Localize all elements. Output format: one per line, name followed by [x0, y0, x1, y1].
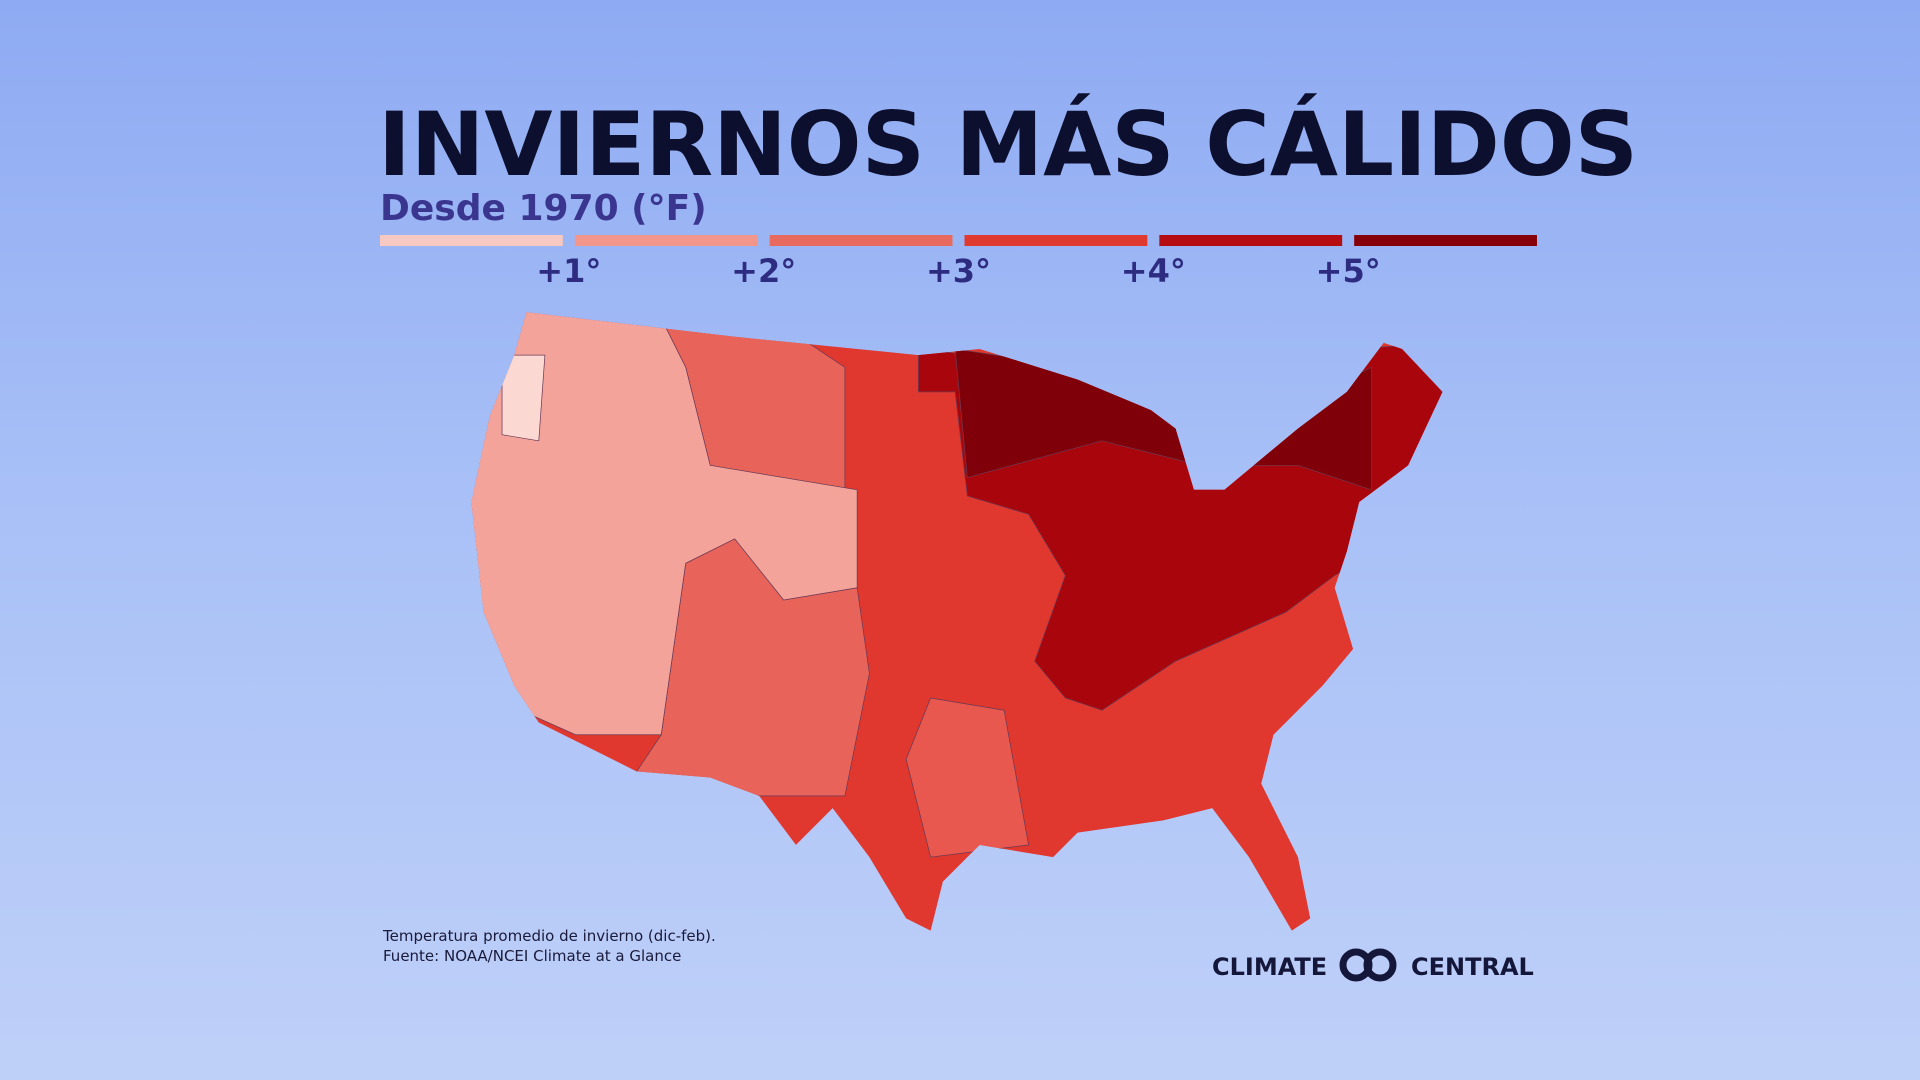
- legend-label: +5°: [1316, 252, 1381, 290]
- map: [471, 312, 1443, 931]
- legend-label: +1°: [536, 252, 601, 290]
- map-region: [471, 312, 858, 736]
- map-region: [501, 354, 546, 442]
- title: INVIERNOS MÁS CÁLIDOS: [378, 93, 1638, 196]
- legend-swatch: [380, 235, 563, 246]
- legend: +1° +2° +3° +4° +5°: [380, 235, 1537, 290]
- legend-swatch: [574, 235, 758, 246]
- logo: CLIMATE CENTRAL: [1212, 948, 1534, 982]
- footer-note: Fuente: NOAA/NCEI Climate at a Glance: [383, 947, 681, 965]
- legend-label: +4°: [1121, 252, 1186, 290]
- footer-note: Temperatura promedio de invierno (dic-fe…: [382, 927, 716, 945]
- legend-swatch: [1159, 235, 1343, 246]
- legend-label: +3°: [926, 252, 991, 290]
- logo-text: CENTRAL: [1411, 953, 1534, 981]
- logo-text: CLIMATE: [1212, 953, 1327, 981]
- legend-swatch: [964, 235, 1148, 246]
- legend-label: +2°: [731, 252, 796, 290]
- subtitle: Desde 1970 (°F): [380, 188, 707, 229]
- legend-swatch: [769, 235, 953, 246]
- legend-swatch: [1354, 235, 1537, 246]
- logo-icon: [1363, 948, 1397, 982]
